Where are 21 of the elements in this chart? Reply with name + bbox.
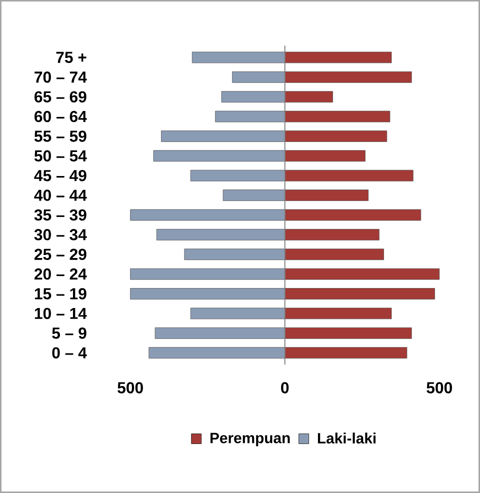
y-tick-label: 0 – 4 [52,347,87,358]
y-tick-label: 60 – 64 [34,110,87,122]
y-tick-label: 70 – 74 [34,72,87,83]
y-tick-label: 15 – 19 [34,288,86,300]
x-tick-label: 500 [426,382,452,394]
y-tick-label: 20 – 24 [34,268,87,280]
legend-label: Perempuan [210,432,290,446]
y-tick-label: 25 – 29 [34,248,86,260]
y-tick-label: 35 – 39 [34,209,86,221]
legend-label: Laki-laki [318,432,376,444]
x-tick-label: 0 [281,382,289,394]
y-tick-label: 65 – 69 [34,91,86,102]
y-tick-label: 10 – 14 [34,308,87,320]
y-tick-label: 50 – 54 [34,150,87,162]
y-tick-label: 75 + [56,52,86,63]
y-tick-label: 30 – 34 [34,229,87,240]
y-tick-label: 40 – 44 [34,190,87,201]
y-tick-label: 5 – 9 [52,328,86,339]
y-tick-label: 55 – 59 [34,130,86,142]
y-tick-label: 45 – 49 [34,170,86,182]
x-tick-label: 500 [118,382,143,394]
